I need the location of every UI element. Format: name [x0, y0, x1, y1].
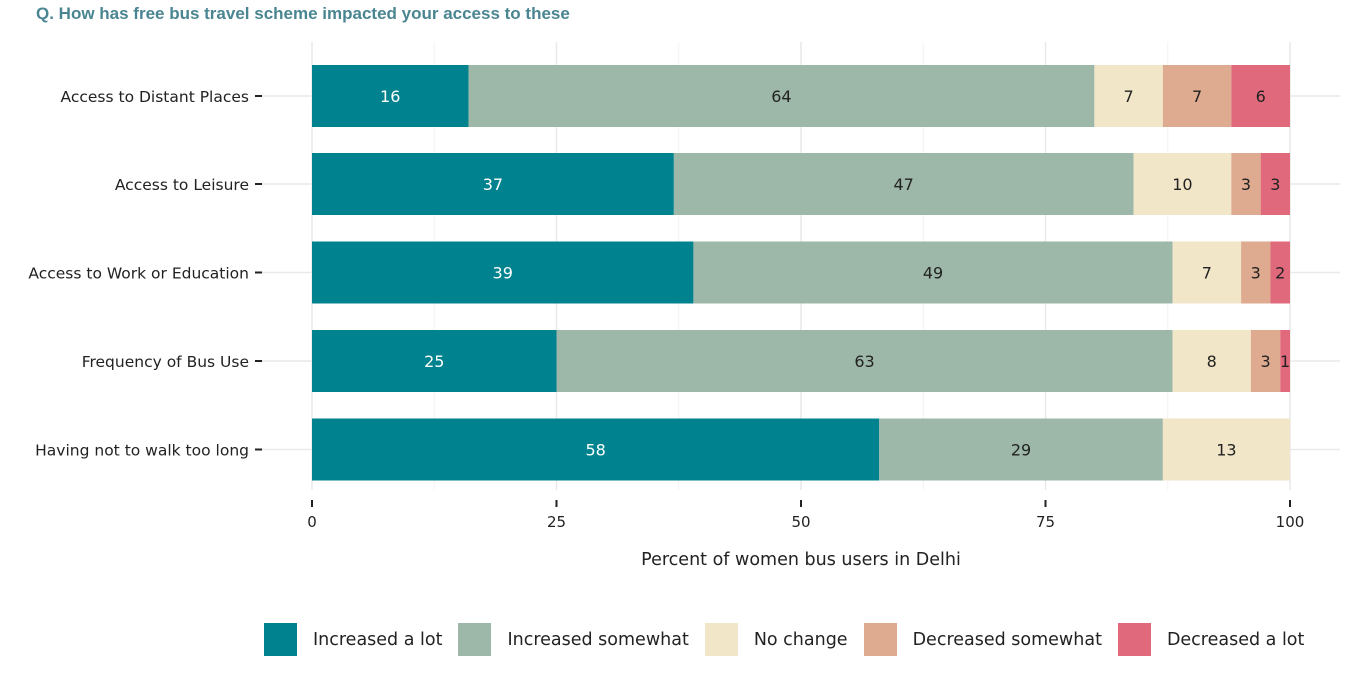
bar-segment [1162, 65, 1232, 127]
bar-value-label: 25 [424, 352, 444, 371]
bar-value-label: 10 [1172, 175, 1192, 194]
category-label: Access to Work or Education [28, 265, 249, 283]
bar-segment [1172, 330, 1251, 392]
legend-item-decreased-a-lot: Decreased a lot [1117, 623, 1305, 656]
bar-segment [1162, 418, 1290, 481]
bar-value-label: 63 [854, 352, 874, 371]
bar-segment [1280, 330, 1290, 392]
legend-swatch [264, 623, 297, 656]
category-label: Access to Distant Places [61, 88, 249, 106]
legend-item-increased-somewhat: Increased somewhat [458, 623, 689, 656]
bar-segment [312, 330, 557, 392]
bar-value-label: 13 [1216, 441, 1236, 460]
bar-value-label: 49 [923, 264, 943, 283]
bar-segment [1250, 330, 1281, 392]
bar-value-label: 8 [1207, 352, 1217, 371]
bar-value-label: 37 [483, 175, 503, 194]
bar-segment [1241, 241, 1271, 304]
bar-value-label: 64 [771, 87, 791, 106]
x-tick-label: 25 [547, 513, 566, 531]
legend-label: Decreased a lot [1166, 629, 1305, 650]
legend-item-increased-a-lot: Increased a lot [264, 623, 442, 656]
bar-value-label: 7 [1202, 264, 1212, 283]
legend-swatch [704, 623, 738, 656]
bar-segment [879, 418, 1163, 481]
bar-segment [312, 153, 674, 215]
bar-value-label: 47 [894, 175, 914, 194]
bar-segment [312, 241, 694, 304]
x-tick-label: 100 [1276, 513, 1305, 531]
legend-label: Increased somewhat [507, 629, 689, 650]
legend-label: Increased a lot [313, 629, 443, 650]
x-axis-title: Percent of women bus users in Delhi [641, 550, 961, 570]
bar-segment [1231, 153, 1261, 215]
bar-segment [1133, 153, 1232, 215]
bar-value-label: 58 [585, 441, 605, 460]
bar-segment [1270, 241, 1290, 304]
bar-value-label: 6 [1256, 87, 1266, 106]
bar-segment [1260, 153, 1290, 215]
bar-segment [1231, 65, 1290, 127]
bar-segment [1094, 65, 1163, 127]
bar-value-label: 16 [380, 87, 400, 106]
legend-label: Decreased somewhat [912, 629, 1102, 650]
bar-value-label: 3 [1270, 175, 1280, 194]
bar-segment [468, 65, 1095, 127]
x-tick-label: 0 [307, 513, 317, 531]
bar-value-label: 7 [1124, 87, 1134, 106]
legend-swatch [458, 623, 492, 656]
category-label: Frequency of Bus Use [82, 353, 249, 371]
legend-label: No change [753, 629, 848, 650]
legend: Increased a lot Increased somewhat No ch… [264, 623, 1320, 656]
legend-swatch [863, 623, 897, 656]
bar-segment [312, 65, 469, 127]
category-label: Having not to walk too long [35, 442, 249, 460]
legend-item-decreased-somewhat: Decreased somewhat [863, 623, 1102, 656]
bar-value-label: 7 [1192, 87, 1202, 106]
x-tick-label: 75 [1036, 513, 1055, 531]
bar-value-label: 2 [1275, 264, 1285, 283]
bar-value-label: 1 [1280, 352, 1290, 371]
bar-value-label: 3 [1251, 264, 1261, 283]
bar-value-label: 29 [1011, 441, 1031, 460]
legend-swatch [1117, 623, 1151, 656]
legend-item-no-change: No change [704, 623, 848, 656]
bar-segment [693, 241, 1173, 304]
bar-value-label: 3 [1241, 175, 1251, 194]
x-tick-label: 50 [791, 513, 810, 531]
bar-segment [556, 330, 1173, 392]
bar-segment [673, 153, 1134, 215]
category-label: Access to Leisure [115, 176, 249, 194]
bar-segment [312, 418, 880, 481]
chart-title: Q. How has free bus travel scheme impact… [36, 4, 570, 23]
bar-value-label: 3 [1260, 352, 1270, 371]
bar-value-label: 39 [493, 264, 513, 283]
bar-segment [1172, 241, 1242, 304]
